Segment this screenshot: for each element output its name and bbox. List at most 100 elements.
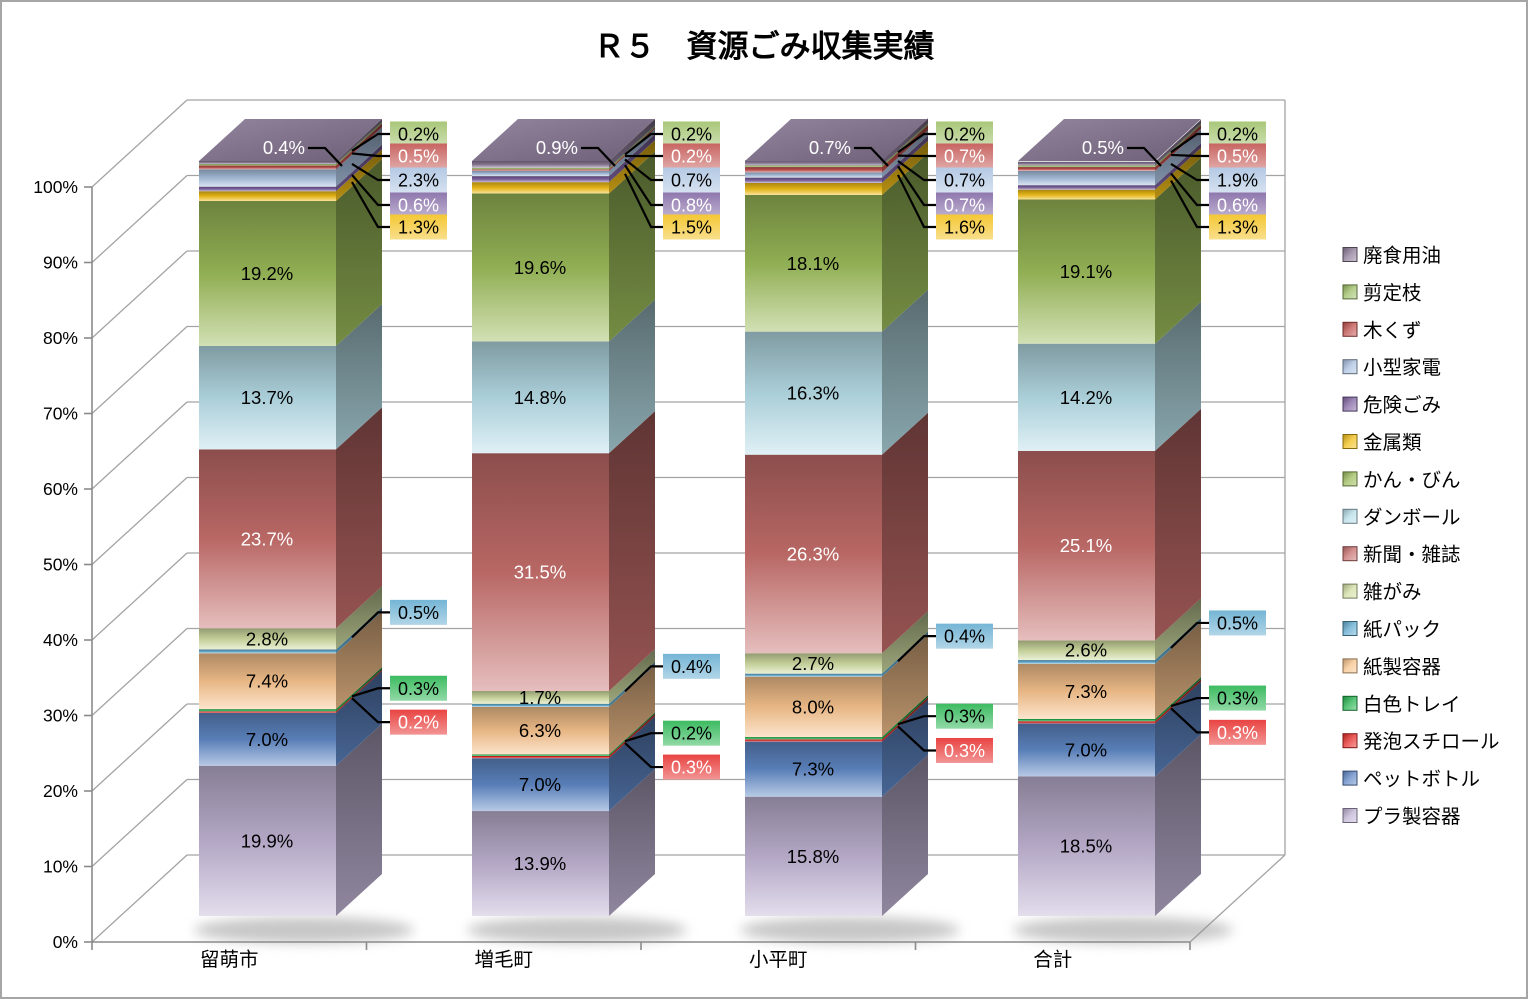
segment-紙製容器[interactable] (1018, 663, 1155, 719)
segment-side-プラ製容器[interactable] (882, 754, 928, 916)
segment-side-小型家電[interactable] (1155, 128, 1201, 186)
segment-小型家電[interactable] (472, 170, 609, 177)
segment-廃食用油[interactable] (1018, 161, 1155, 166)
segment-木くず[interactable] (745, 167, 882, 173)
segment-剪定枝[interactable] (199, 164, 336, 166)
segment-side-ペットボトル[interactable] (609, 716, 655, 812)
segment-木くず[interactable] (199, 165, 336, 170)
segment-新聞・雑誌[interactable] (745, 454, 882, 654)
segment-かん・びん[interactable] (472, 193, 609, 342)
segment-side-プラ製容器[interactable] (609, 769, 655, 916)
segment-side-金属類[interactable] (882, 140, 928, 195)
segment-side-紙製容器[interactable] (1155, 621, 1201, 719)
segment-side-廃食用油[interactable] (1155, 119, 1201, 166)
segment-side-雑がみ[interactable] (609, 649, 655, 704)
legend-item-ダンボール[interactable]: ダンボール (1342, 507, 1461, 529)
segment-発泡スチロール[interactable] (199, 711, 336, 713)
segment-side-ダンボール[interactable] (336, 303, 382, 450)
segment-side-プラ製容器[interactable] (336, 723, 382, 916)
segment-side-剪定枝[interactable] (1155, 123, 1201, 168)
segment-プラ製容器[interactable] (199, 765, 336, 916)
segment-side-金属類[interactable] (336, 149, 382, 202)
segment-紙製容器[interactable] (745, 676, 882, 738)
segment-プラ製容器[interactable] (472, 811, 609, 916)
segment-剪定枝[interactable] (745, 165, 882, 168)
legend-item-ペットボトル[interactable]: ペットボトル (1342, 769, 1480, 791)
segment-金属類[interactable] (472, 182, 609, 194)
segment-side-発泡スチロール[interactable] (882, 697, 928, 742)
segment-新聞・雑誌[interactable] (1018, 450, 1155, 641)
segment-ペットボトル[interactable] (199, 712, 336, 766)
segment-ダンボール[interactable] (199, 345, 336, 450)
segment-紙製容器[interactable] (199, 653, 336, 710)
segment-top-廃食用油[interactable] (745, 119, 928, 161)
segment-side-ペットボトル[interactable] (336, 670, 382, 766)
segment-発泡スチロール[interactable] (1018, 721, 1155, 724)
segment-木くず[interactable] (1018, 167, 1155, 171)
segment-side-かん・びん[interactable] (882, 152, 928, 332)
legend-item-金属類[interactable]: 金属類 (1342, 432, 1422, 454)
segment-ペットボトル[interactable] (1018, 723, 1155, 777)
segment-ダンボール[interactable] (745, 331, 882, 455)
segment-雑がみ[interactable] (745, 653, 882, 674)
segment-紙パック[interactable] (745, 673, 882, 677)
legend-item-小型家電[interactable]: 小型家電 (1342, 357, 1441, 379)
segment-金属類[interactable] (199, 191, 336, 202)
legend-item-廃食用油[interactable]: 廃食用油 (1342, 245, 1441, 267)
segment-ペットボトル[interactable] (745, 741, 882, 797)
segment-side-新聞・雑誌[interactable] (1155, 408, 1201, 641)
segment-危険ごみ[interactable] (199, 186, 336, 192)
segment-かん・びん[interactable] (199, 201, 336, 346)
segment-紙パック[interactable] (199, 649, 336, 654)
segment-side-ダンボール[interactable] (1155, 301, 1201, 451)
segment-side-雑がみ[interactable] (336, 586, 382, 650)
segment-side-小型家電[interactable] (882, 130, 928, 178)
segment-side-発泡スチロール[interactable] (336, 669, 382, 713)
segment-新聞・雑誌[interactable] (472, 453, 609, 692)
legend-item-紙パック[interactable]: 紙パック (1342, 619, 1441, 641)
segment-かん・びん[interactable] (745, 194, 882, 332)
segment-side-ダンボール[interactable] (609, 299, 655, 454)
segment-ダンボール[interactable] (472, 341, 609, 454)
segment-プラ製容器[interactable] (1018, 776, 1155, 916)
legend-item-雑がみ[interactable]: 雑がみ (1342, 582, 1422, 604)
segment-白色トレイ[interactable] (745, 737, 882, 740)
segment-廃食用油[interactable] (199, 161, 336, 165)
legend-item-危険ごみ[interactable]: 危険ごみ (1342, 395, 1441, 417)
segment-金属類[interactable] (1018, 189, 1155, 200)
segment-side-白色トレイ[interactable] (1155, 676, 1201, 722)
segment-紙パック[interactable] (472, 703, 609, 707)
segment-剪定枝[interactable] (472, 167, 609, 170)
segment-side-危険ごみ[interactable] (609, 134, 655, 183)
segment-side-剪定枝[interactable] (882, 123, 928, 168)
segment-side-紙製容器[interactable] (336, 611, 382, 710)
segment-side-紙製容器[interactable] (882, 634, 928, 738)
segment-プラ製容器[interactable] (745, 796, 882, 916)
segment-小型家電[interactable] (1018, 170, 1155, 186)
segment-side-廃食用油[interactable] (882, 118, 928, 166)
segment-白色トレイ[interactable] (1018, 718, 1155, 722)
segment-side-危険ごみ[interactable] (882, 135, 928, 183)
legend-item-新聞・雑誌[interactable]: 新聞・雑誌 (1342, 544, 1461, 566)
segment-side-新聞・雑誌[interactable] (609, 411, 655, 692)
segment-ペットボトル[interactable] (472, 758, 609, 812)
segment-side-かん・びん[interactable] (609, 151, 655, 342)
legend-item-剪定枝[interactable]: 剪定枝 (1342, 282, 1422, 304)
segment-side-紙製容器[interactable] (609, 664, 655, 755)
segment-白色トレイ[interactable] (199, 709, 336, 712)
segment-小型家電[interactable] (199, 169, 336, 187)
segment-side-新聞・雑誌[interactable] (882, 412, 928, 654)
segment-side-新聞・雑誌[interactable] (336, 407, 382, 629)
segment-危険ごみ[interactable] (745, 177, 882, 183)
segment-side-金属類[interactable] (609, 140, 655, 194)
segment-雑がみ[interactable] (1018, 640, 1155, 661)
segment-ダンボール[interactable] (1018, 343, 1155, 451)
segment-side-剪定枝[interactable] (336, 122, 382, 166)
segment-雑がみ[interactable] (199, 628, 336, 650)
segment-白色トレイ[interactable] (472, 754, 609, 756)
segment-side-雑がみ[interactable] (1155, 598, 1201, 661)
segment-廃食用油[interactable] (472, 161, 609, 168)
legend-item-かん・びん[interactable]: かん・びん (1342, 469, 1461, 491)
legend-item-発泡スチロール[interactable]: 発泡スチロール (1342, 731, 1500, 753)
segment-side-廃食用油[interactable] (609, 119, 655, 168)
